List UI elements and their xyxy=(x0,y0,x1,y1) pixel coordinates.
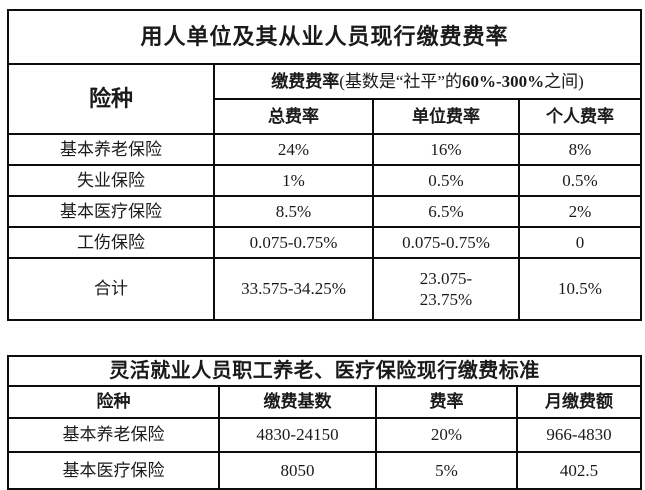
cell-individual-rate: 8% xyxy=(517,133,643,166)
row-label: 基本养老保险 xyxy=(7,133,215,166)
row-label: 基本养老保险 xyxy=(7,417,220,453)
rate-header-prefix: 缴费费率 xyxy=(271,71,340,91)
table-row-total: 合计 33.575-34.25% 23.075- 23.75% 10.5% xyxy=(7,257,643,321)
cell-rate: 5% xyxy=(375,451,518,490)
cell-monthly: 966-4830 xyxy=(516,417,642,453)
table-row-medical: 基本医疗保险 8.5% 6.5% 2% xyxy=(7,195,643,228)
table-title-row: 用人单位及其从业人员现行缴费费率 xyxy=(6,9,643,65)
cell-employer-rate: 0.075-0.75% xyxy=(372,226,520,259)
column-header-rate: 费率 xyxy=(375,385,518,419)
row-label: 失业保险 xyxy=(7,164,215,197)
cell-total-rate: 0.075-0.75% xyxy=(213,226,374,259)
table-row-medical: 基本医疗保险 8050 5% 402.5 xyxy=(7,451,642,490)
cell-individual-rate: 0 xyxy=(517,226,643,259)
flexible-employment-table: 灵活就业人员职工养老、医疗保险现行缴费标准 险种 缴费基数 费率 月缴费额 基本… xyxy=(7,355,642,490)
column-header-individual-rate: 个人费率 xyxy=(517,98,643,135)
column-header-insurance-type: 险种 xyxy=(7,63,215,135)
rate-header-mid: (基数是“社平”的 xyxy=(339,71,462,91)
cell-base: 4830-24150 xyxy=(218,417,377,453)
flexible-table-title: 灵活就业人员职工养老、医疗保险现行缴费标准 xyxy=(7,355,642,387)
rate-header-suffix: 之间) xyxy=(544,71,584,91)
cell-employer-rate: 16% xyxy=(372,133,520,166)
header-row-main: 险种 缴费费率(基数是“社平”的60%-300%之间) xyxy=(7,63,643,135)
table-row-pension: 基本养老保险 4830-24150 20% 966-4830 xyxy=(7,417,642,453)
employer-table-title: 用人单位及其从业人员现行缴费费率 xyxy=(6,9,643,65)
employer-contribution-table: 用人单位及其从业人员现行缴费费率 险种 缴费费率(基数是“社平”的60%-300… xyxy=(6,9,643,321)
table-row-work-injury: 工伤保险 0.075-0.75% 0.075-0.75% 0 xyxy=(7,226,643,259)
column-header-rate-group: 缴费费率(基数是“社平”的60%-300%之间) xyxy=(212,63,643,100)
cell-total-rate: 33.575-34.25% xyxy=(213,257,374,321)
row-label: 合计 xyxy=(7,257,215,321)
cell-monthly: 402.5 xyxy=(516,451,642,490)
cell-employer-rate: 0.5% xyxy=(372,164,520,197)
rate-header-range: 60%-300% xyxy=(461,71,545,91)
cell-base: 8050 xyxy=(218,451,377,490)
column-header-total-rate: 总费率 xyxy=(213,98,374,135)
cell-employer-rate: 6.5% xyxy=(372,195,520,228)
column-header-insurance-type: 险种 xyxy=(7,385,220,419)
column-header-employer-rate: 单位费率 xyxy=(372,98,520,135)
header-row-sub: 总费率 单位费率 个人费率 xyxy=(8,98,643,135)
cell-total-rate: 8.5% xyxy=(213,195,374,228)
table-title-row: 灵活就业人员职工养老、医疗保险现行缴费标准 xyxy=(7,355,642,387)
column-header-monthly-amount: 月缴费额 xyxy=(516,385,642,419)
cell-rate: 20% xyxy=(375,417,518,453)
row-label: 基本医疗保险 xyxy=(7,451,220,490)
cell-total-rate: 1% xyxy=(213,164,374,197)
table-row-unemployment: 失业保险 1% 0.5% 0.5% xyxy=(7,164,643,197)
cell-individual-rate: 0.5% xyxy=(517,164,643,197)
row-label: 工伤保险 xyxy=(7,226,215,259)
cell-individual-rate: 2% xyxy=(517,195,643,228)
row-label: 基本医疗保险 xyxy=(7,195,215,228)
table-row-pension: 基本养老保险 24% 16% 8% xyxy=(7,133,643,166)
header-row: 险种 缴费基数 费率 月缴费额 xyxy=(7,385,642,419)
cell-individual-rate: 10.5% xyxy=(517,257,643,321)
column-header-contribution-base: 缴费基数 xyxy=(218,385,377,419)
cell-employer-rate: 23.075- 23.75% xyxy=(372,257,520,321)
cell-total-rate: 24% xyxy=(213,133,374,166)
